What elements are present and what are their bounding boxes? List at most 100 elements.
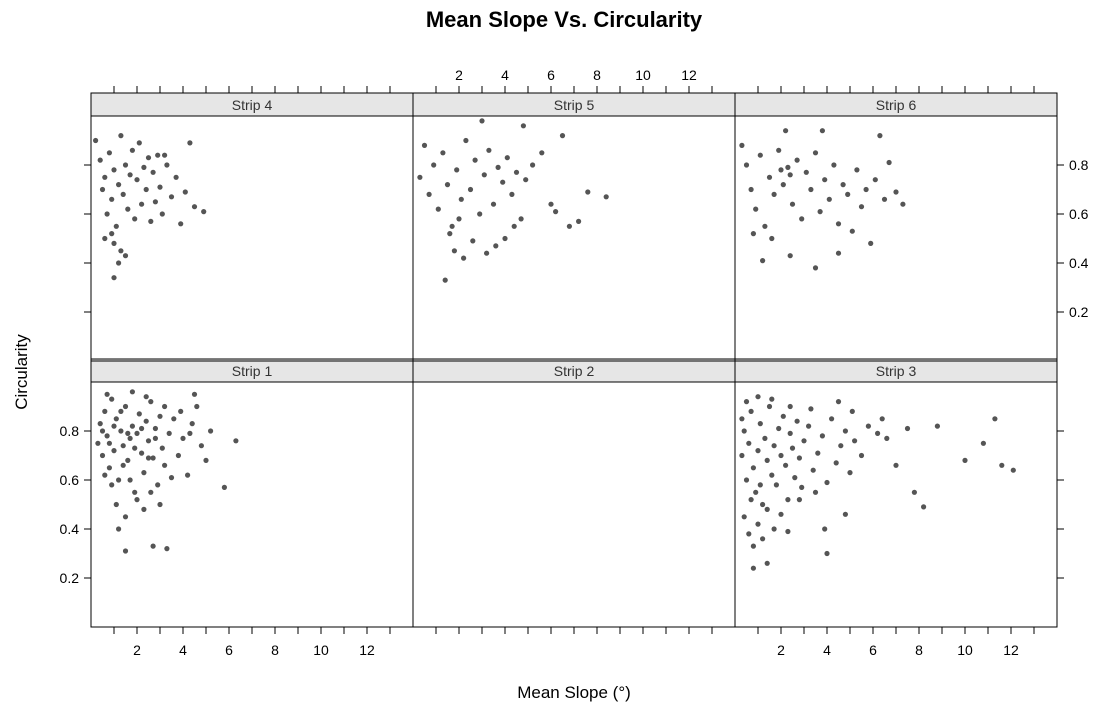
data-point bbox=[118, 408, 124, 414]
x-tick-label: 4 bbox=[501, 67, 509, 83]
x-tick-label: 2 bbox=[777, 642, 785, 658]
data-point bbox=[796, 455, 803, 461]
data-point bbox=[743, 399, 750, 405]
data-point bbox=[783, 128, 789, 134]
data-point bbox=[122, 548, 129, 554]
data-point bbox=[143, 418, 149, 424]
data-point bbox=[95, 440, 101, 446]
data-point bbox=[921, 504, 927, 510]
data-point bbox=[502, 235, 508, 242]
data-point bbox=[881, 196, 888, 202]
data-point bbox=[757, 482, 763, 488]
data-point bbox=[113, 501, 119, 508]
data-point bbox=[980, 440, 987, 446]
data-point bbox=[198, 443, 204, 449]
data-point bbox=[189, 421, 195, 427]
panel-frame bbox=[90, 381, 414, 628]
data-point bbox=[893, 462, 899, 468]
data-point bbox=[109, 231, 115, 237]
data-point bbox=[835, 221, 842, 227]
data-point bbox=[194, 403, 200, 410]
data-point bbox=[826, 196, 832, 202]
data-point bbox=[854, 167, 860, 173]
data-point bbox=[504, 155, 510, 161]
data-point bbox=[776, 147, 782, 153]
data-point bbox=[111, 167, 117, 173]
data-point bbox=[178, 408, 184, 414]
strip-label: Strip 5 bbox=[554, 97, 595, 113]
data-point bbox=[139, 201, 145, 207]
data-point bbox=[769, 472, 775, 478]
data-point bbox=[840, 182, 846, 188]
data-point bbox=[435, 206, 441, 212]
data-point bbox=[817, 209, 823, 215]
data-point bbox=[750, 231, 757, 237]
data-point bbox=[164, 162, 170, 168]
data-point bbox=[796, 497, 803, 503]
x-tick-label: 2 bbox=[455, 67, 463, 83]
data-point bbox=[182, 189, 188, 195]
data-point bbox=[134, 497, 140, 503]
data-point bbox=[789, 445, 796, 451]
data-point bbox=[175, 452, 181, 459]
x-tick-label: 6 bbox=[547, 67, 555, 83]
data-point bbox=[753, 489, 759, 495]
data-point bbox=[801, 438, 807, 444]
data-point bbox=[477, 211, 483, 217]
data-point bbox=[500, 179, 506, 185]
data-point bbox=[741, 428, 747, 434]
data-point bbox=[141, 506, 147, 512]
data-point bbox=[548, 201, 554, 207]
data-point bbox=[764, 457, 770, 463]
data-point bbox=[122, 514, 129, 520]
data-point bbox=[162, 152, 168, 158]
data-point bbox=[872, 177, 878, 183]
data-point bbox=[152, 425, 158, 432]
x-tick-label: 10 bbox=[313, 642, 329, 658]
data-point bbox=[116, 526, 122, 532]
data-point bbox=[877, 133, 883, 139]
data-point bbox=[739, 452, 745, 459]
y-tick-label: 0.2 bbox=[60, 570, 80, 586]
panels-layer: Strip 1 Strip 2 Strip 3 Strip 4 Strip 5 Strip… bbox=[90, 92, 1058, 628]
data-point bbox=[523, 177, 529, 183]
data-point bbox=[762, 223, 768, 229]
data-point bbox=[109, 396, 115, 402]
strip-label: Strip 1 bbox=[232, 363, 273, 379]
data-point bbox=[999, 462, 1005, 468]
data-point bbox=[208, 428, 214, 434]
data-point bbox=[157, 501, 163, 508]
data-point bbox=[125, 206, 131, 212]
data-point bbox=[824, 550, 830, 557]
data-point bbox=[143, 186, 149, 193]
data-point bbox=[104, 211, 110, 217]
data-point bbox=[127, 435, 133, 441]
data-point bbox=[104, 391, 110, 397]
data-point bbox=[868, 240, 874, 246]
data-point bbox=[760, 501, 766, 508]
data-point bbox=[766, 403, 773, 410]
data-point bbox=[783, 462, 789, 468]
panel-frame bbox=[90, 115, 414, 362]
data-point bbox=[773, 482, 780, 488]
data-point bbox=[136, 140, 142, 146]
data-point bbox=[106, 150, 112, 156]
data-point bbox=[120, 462, 126, 468]
data-point bbox=[858, 204, 865, 210]
data-point bbox=[755, 448, 761, 454]
data-point bbox=[120, 191, 126, 197]
data-point bbox=[168, 475, 175, 481]
data-point bbox=[741, 514, 747, 520]
data-point bbox=[113, 416, 119, 422]
data-point bbox=[109, 196, 115, 202]
data-point bbox=[132, 216, 138, 222]
data-point bbox=[511, 223, 517, 229]
data-point bbox=[757, 152, 763, 158]
panel-frame bbox=[412, 381, 736, 628]
data-point bbox=[769, 396, 775, 402]
data-point bbox=[134, 430, 140, 436]
data-point bbox=[157, 184, 163, 190]
x-tick-label: 12 bbox=[359, 642, 375, 658]
axes-layer: 2 4 6 8 10 12 2 4 6 8 10 12 2 4 6 8 10 12 0.2 0.4 0.6 0.8 0.2 0… bbox=[60, 67, 1089, 658]
data-point bbox=[97, 421, 103, 427]
